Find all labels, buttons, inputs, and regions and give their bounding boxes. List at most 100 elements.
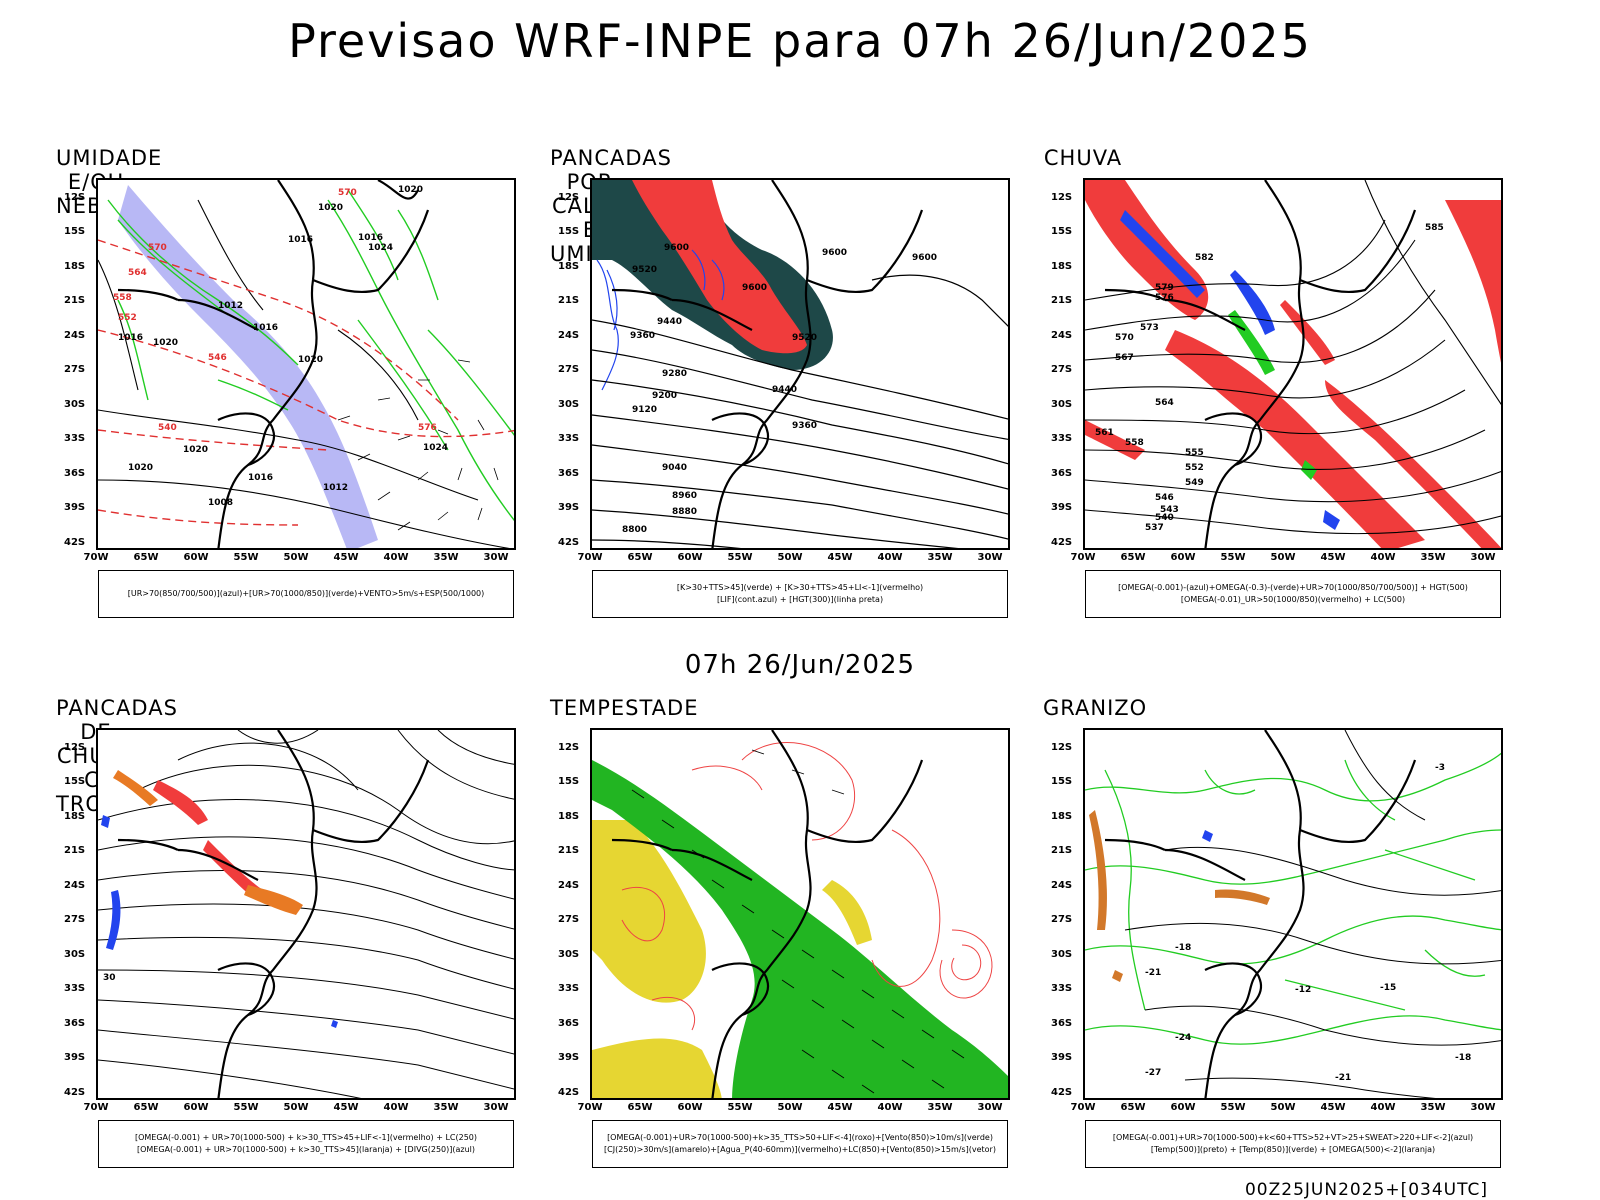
lon-label: 35W bbox=[927, 552, 953, 563]
lat-label: 15S bbox=[1051, 776, 1073, 787]
contour-label: 552 bbox=[118, 313, 137, 323]
lat-label: 36S bbox=[558, 468, 580, 479]
forecast-time-label: 07h 26/Jun/2025 bbox=[684, 650, 916, 680]
lon-label: 55W bbox=[1220, 1102, 1246, 1113]
contour-label: 1016 bbox=[288, 235, 313, 245]
panel-legend: [OMEGA(-0.001)-(azul)+OMEGA(-0.3)-(verde… bbox=[1085, 570, 1501, 618]
hgt500-black-contours bbox=[1085, 180, 1501, 535]
lat-label: 39S bbox=[1051, 502, 1073, 513]
contour-label: 558 bbox=[1125, 438, 1144, 448]
lat-label: 24S bbox=[1051, 880, 1073, 891]
lon-label: 40W bbox=[877, 552, 903, 563]
contour-label: 1020 bbox=[128, 463, 153, 473]
panel-title: CHUVA bbox=[1043, 146, 1123, 170]
lon-label: 30W bbox=[977, 552, 1003, 563]
lon-label: 35W bbox=[433, 552, 459, 563]
lon-label: 55W bbox=[727, 1102, 753, 1113]
lat-label: 18S bbox=[64, 261, 86, 272]
lon-label: 65W bbox=[627, 552, 653, 563]
lat-label: 24S bbox=[64, 330, 86, 341]
lat-label: 30S bbox=[558, 399, 580, 410]
contour-label: 558 bbox=[113, 293, 132, 303]
contour-label: -21 bbox=[1335, 1073, 1351, 1083]
contour-label: 1012 bbox=[218, 301, 243, 311]
contour-label: 1020 bbox=[318, 203, 343, 213]
contour-label: 8960 bbox=[672, 491, 697, 501]
divergence-blue-shading bbox=[101, 815, 338, 1028]
lon-label: 40W bbox=[1370, 552, 1396, 563]
lat-label: 39S bbox=[64, 1052, 86, 1063]
lat-label: 39S bbox=[558, 502, 580, 513]
lat-label: 15S bbox=[64, 776, 86, 787]
lon-label: 70W bbox=[577, 1102, 603, 1113]
map-frame bbox=[590, 728, 1010, 1100]
lon-label: 70W bbox=[1070, 552, 1096, 563]
legend-line: [OMEGA(-0.001) + UR>70(1000-500) + k>30_… bbox=[136, 1145, 476, 1154]
lat-label: 21S bbox=[558, 295, 580, 306]
contour-label: 537 bbox=[1145, 523, 1164, 533]
contour-label: 567 bbox=[1115, 353, 1134, 363]
legend-line: [LIF](cont.azul) + [HGT(300)](linha pret… bbox=[716, 595, 884, 604]
lon-label: 50W bbox=[777, 552, 803, 563]
lat-label: 33S bbox=[558, 433, 580, 444]
contour-label: 9600 bbox=[912, 253, 937, 263]
panel-legend: [K>30+TTS>45](verde) + [K>30+TTS>45+LI<-… bbox=[592, 570, 1008, 618]
coastline-borders bbox=[611, 180, 924, 548]
lon-label: 70W bbox=[83, 552, 109, 563]
lat-label: 15S bbox=[1051, 226, 1073, 237]
lon-label: 65W bbox=[627, 1102, 653, 1113]
lon-label: 50W bbox=[1270, 1102, 1296, 1113]
lon-label: 40W bbox=[877, 1102, 903, 1113]
legend-line: [OMEGA(-0.001)+UR>70(1000-500)+k>35_TTS>… bbox=[607, 1133, 993, 1142]
thickness-red-dashed bbox=[98, 239, 514, 526]
contour-label: 576 bbox=[1155, 293, 1174, 303]
lon-label: 70W bbox=[1070, 1102, 1096, 1113]
lat-label: 21S bbox=[558, 845, 580, 856]
lat-label: 30S bbox=[64, 949, 86, 960]
lon-label: 40W bbox=[383, 1102, 409, 1113]
lat-label: 24S bbox=[1051, 330, 1073, 341]
lat-label: 39S bbox=[558, 1052, 580, 1063]
lon-label: 30W bbox=[483, 1102, 509, 1113]
kindex-red-shading bbox=[632, 180, 807, 354]
contour-label: 1020 bbox=[153, 338, 178, 348]
contour-label: 573 bbox=[1140, 323, 1159, 333]
legend-line: [OMEGA(-0.001)-(azul)+OMEGA(-0.3)-(verde… bbox=[1118, 583, 1468, 592]
contour-label: 1020 bbox=[398, 185, 423, 195]
lon-label: 60W bbox=[183, 552, 209, 563]
lon-label: 60W bbox=[677, 552, 703, 563]
lat-label: 27S bbox=[1051, 364, 1073, 375]
contour-label: 9200 bbox=[652, 391, 677, 401]
lat-label: 27S bbox=[558, 364, 580, 375]
lat-label: 12S bbox=[1051, 742, 1073, 753]
map-frame: -3 -18 -21 -12 -15 -18 -21 -24 -27 bbox=[1083, 728, 1503, 1100]
lat-label: 24S bbox=[64, 880, 86, 891]
contour-label: -12 bbox=[1295, 985, 1311, 995]
contour-label: 543 bbox=[1160, 505, 1179, 515]
lon-label: 35W bbox=[927, 1102, 953, 1113]
coastline-borders bbox=[611, 730, 924, 1098]
lat-label: 42S bbox=[64, 537, 86, 548]
contour-label: 9040 bbox=[662, 463, 687, 473]
lon-label: 45W bbox=[1320, 552, 1346, 563]
lat-label: 21S bbox=[64, 295, 86, 306]
lat-label: 36S bbox=[558, 1018, 580, 1029]
contour-label: 1020 bbox=[298, 355, 323, 365]
legend-line: [CJ(250)>30m/s](amarelo)+[Agua_P(40-60mm… bbox=[604, 1145, 996, 1154]
contour-label: 9600 bbox=[664, 243, 689, 253]
contour-label: 564 bbox=[1155, 398, 1174, 408]
lat-label: 36S bbox=[1051, 468, 1073, 479]
storm-red-shading bbox=[153, 780, 263, 898]
coastline-borders bbox=[1104, 180, 1417, 548]
contour-label: 585 bbox=[1425, 223, 1444, 233]
lat-label: 18S bbox=[64, 811, 86, 822]
lat-label: 42S bbox=[558, 1087, 580, 1098]
lon-label: 65W bbox=[1120, 552, 1146, 563]
lat-label: 21S bbox=[64, 845, 86, 856]
contour-label: 570 bbox=[1115, 333, 1134, 343]
lat-label: 12S bbox=[558, 742, 580, 753]
panel-legend: [UR>70(850/700/500)](azul)+[UR>70(1000/8… bbox=[98, 570, 514, 618]
contour-label: 546 bbox=[1155, 493, 1174, 503]
lon-label: 50W bbox=[777, 1102, 803, 1113]
lat-label: 33S bbox=[1051, 433, 1073, 444]
